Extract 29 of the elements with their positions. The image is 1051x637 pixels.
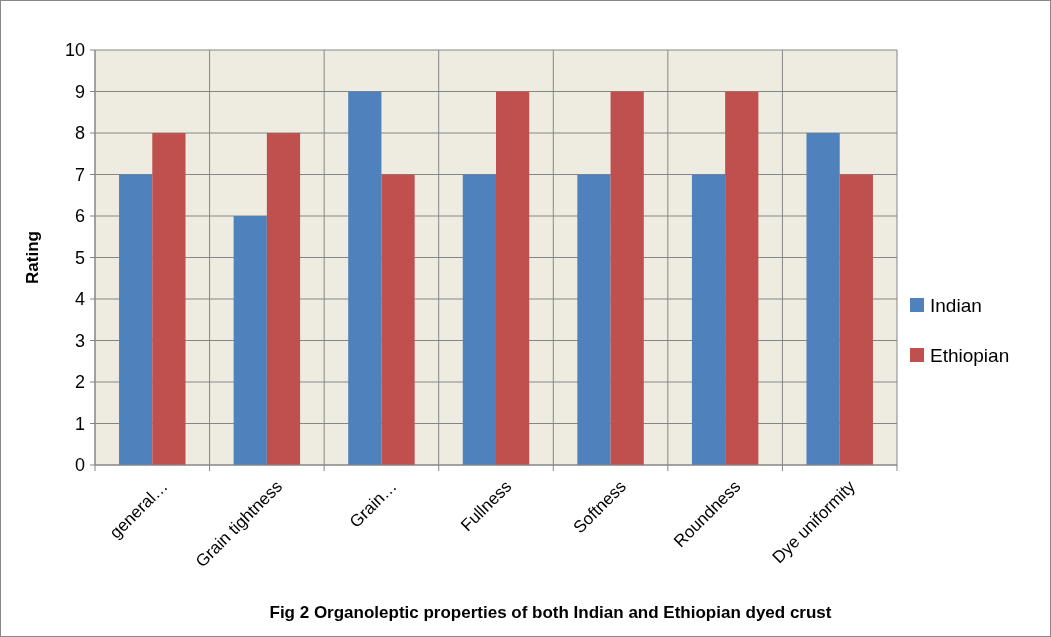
legend-label: Ethiopian xyxy=(930,344,1010,366)
bar xyxy=(462,174,496,465)
bar xyxy=(725,91,759,465)
y-tick-label: 7 xyxy=(74,164,85,185)
bar xyxy=(577,174,611,465)
y-tick-label: 3 xyxy=(74,330,85,351)
y-tick-label: 10 xyxy=(64,40,85,61)
bar xyxy=(266,133,301,465)
y-tick-label: 2 xyxy=(74,372,85,393)
y-tick-label: 5 xyxy=(74,247,85,268)
bar xyxy=(381,174,415,465)
bar xyxy=(119,174,153,465)
bar xyxy=(496,91,530,465)
bar xyxy=(610,91,644,465)
legend-label: Indian xyxy=(930,294,982,316)
y-axis-title: Rating xyxy=(23,231,42,284)
y-tick-label: 9 xyxy=(74,81,85,102)
y-tick-label: 1 xyxy=(74,413,85,434)
bar xyxy=(691,174,726,465)
bar xyxy=(806,133,840,465)
y-tick-label: 6 xyxy=(74,206,85,227)
bar xyxy=(348,91,382,465)
bar xyxy=(839,174,873,465)
text: Fig 2 Organoleptic properties of both Indian and Ethiopian dyed crust xyxy=(269,603,832,622)
y-tick-label: 0 xyxy=(74,455,85,476)
y-tick-label: 4 xyxy=(74,289,85,310)
bar xyxy=(233,216,267,465)
bar xyxy=(152,133,186,465)
y-tick-label: 8 xyxy=(74,123,85,144)
